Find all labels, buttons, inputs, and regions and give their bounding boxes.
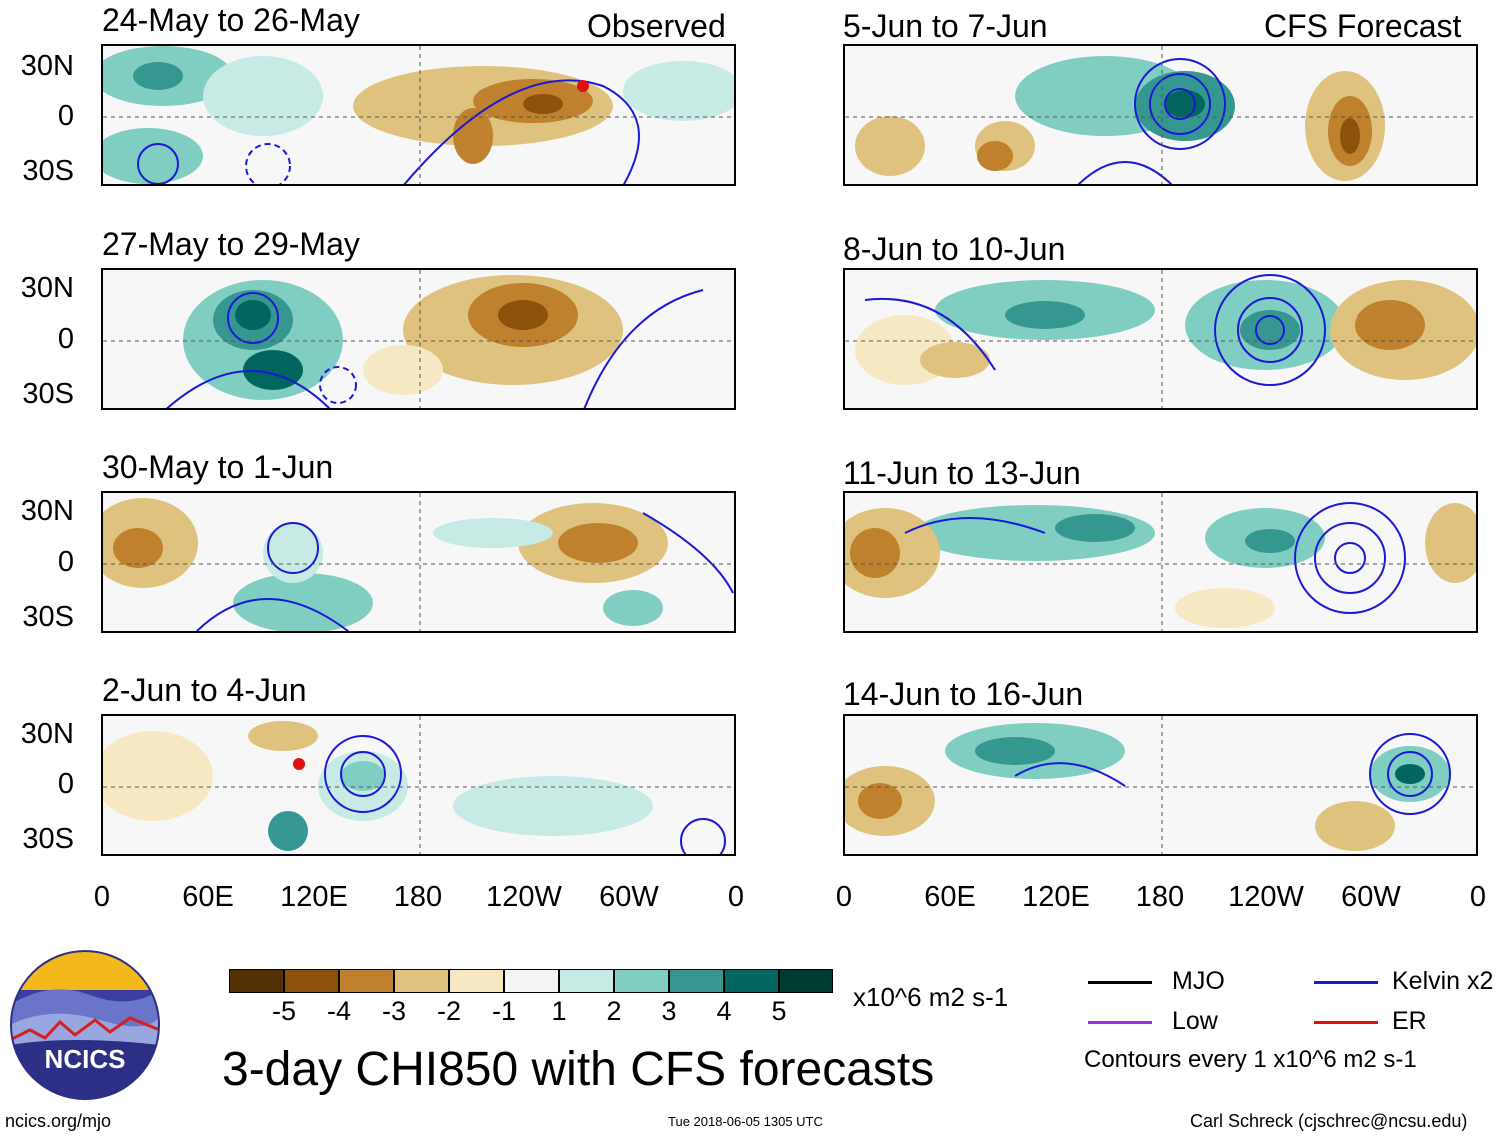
lon-label: 0 [727, 881, 745, 913]
colorbar-swatch [504, 969, 559, 993]
colorbar-tick: -2 [436, 996, 461, 1026]
map-panel-5 [843, 44, 1478, 186]
colorbar-tick: 5 [771, 996, 787, 1026]
colorbar-tick: 4 [716, 996, 732, 1026]
lat-label: 30N [20, 718, 74, 750]
colorbar-tick: -3 [381, 996, 406, 1026]
colorbar-swatch [339, 969, 394, 993]
lon-label: 0 [1469, 881, 1487, 913]
lat-label: 30N [20, 272, 74, 304]
lat-label: 30N [20, 50, 74, 82]
panel-title-5: 5-Jun to 7-Jun [843, 8, 1048, 44]
colorbar-swatch [229, 969, 284, 993]
map-svg-5 [845, 46, 1476, 184]
map-panel-6 [843, 268, 1478, 410]
panel-title-8: 14-Jun to 16-Jun [843, 676, 1084, 712]
colorbar-swatch [779, 969, 833, 993]
footer-timestamp: Tue 2018-06-05 1305 UTC [668, 1114, 823, 1129]
lon-label: 120E [1022, 881, 1090, 913]
lat-label: 0 [57, 546, 74, 578]
lon-label: 60W [599, 881, 659, 913]
map-panel-4 [101, 714, 736, 856]
lon-label: 0 [835, 881, 853, 913]
lon-label: 180 [1135, 881, 1185, 913]
colorbar-swatch [559, 969, 614, 993]
legend-label-mjo: MJO [1172, 967, 1225, 995]
lon-label: 180 [393, 881, 443, 913]
colorbar-swatch [724, 969, 779, 993]
colorbar-swatch [669, 969, 724, 993]
lon-label: 60E [924, 881, 976, 913]
lon-label: 60E [182, 881, 234, 913]
map-panel-7 [843, 491, 1478, 633]
panel-title-1: 24-May to 26-May [102, 2, 360, 38]
legend-label-kelvin: Kelvin x2 [1392, 967, 1494, 995]
colorbar-tick: -5 [271, 996, 296, 1026]
observed-label: Observed [587, 8, 726, 44]
lat-label: 30N [20, 495, 74, 527]
colorbar-tick: 2 [606, 996, 622, 1026]
lon-label: 60W [1341, 881, 1401, 913]
map-svg-6 [845, 270, 1476, 408]
lon-label: 0 [93, 881, 111, 913]
ncics-logo-svg: NCICS [10, 950, 160, 1100]
map-svg-3 [103, 493, 734, 631]
lat-label: 30S [22, 601, 74, 633]
legend-label-low: Low [1172, 1007, 1218, 1035]
legend-label-er: ER [1392, 1007, 1427, 1035]
map-panel-1 [101, 44, 736, 186]
lon-label: 120E [280, 881, 348, 913]
lat-label: 0 [57, 100, 74, 132]
lon-label: 120W [486, 881, 562, 913]
panel-title-6: 8-Jun to 10-Jun [843, 231, 1066, 267]
map-panel-8 [843, 714, 1478, 856]
ncics-logo: NCICS [10, 950, 160, 1100]
lat-label: 30S [22, 823, 74, 855]
forecast-label: CFS Forecast [1264, 8, 1462, 44]
map-svg-4 [103, 716, 734, 854]
lon-label: 120W [1228, 881, 1304, 913]
colorbar-swatch [449, 969, 504, 993]
colorbar-tick: -1 [491, 996, 516, 1026]
colorbar-units: x10^6 m2 s-1 [853, 982, 1009, 1012]
panel-title-7: 11-Jun to 13-Jun [843, 455, 1081, 491]
map-svg-7 [845, 493, 1476, 631]
contour-note: Contours every 1 x10^6 m2 s-1 [1084, 1046, 1417, 1073]
lat-label: 30S [22, 378, 74, 410]
map-panel-2 [101, 268, 736, 410]
colorbar-tick: 3 [661, 996, 677, 1026]
map-svg-1 [103, 46, 734, 184]
map-panel-3 [101, 491, 736, 633]
main-title: 3-day CHI850 with CFS forecasts [222, 1043, 935, 1096]
map-svg-2 [103, 270, 734, 408]
colorbar-swatch [614, 969, 669, 993]
footer-author: Carl Schreck (cjschrec@ncsu.edu) [1190, 1111, 1468, 1131]
legend-line-kelvin [1314, 981, 1378, 984]
footer-url[interactable]: ncics.org/mjo [5, 1111, 112, 1131]
legend-line-er [1314, 1021, 1378, 1024]
panel-title-4: 2-Jun to 4-Jun [102, 672, 307, 708]
lat-label: 0 [57, 323, 74, 355]
panel-title-2: 27-May to 29-May [102, 226, 360, 262]
lat-label: 0 [57, 768, 74, 800]
lat-label: 30S [22, 155, 74, 187]
colorbar-swatch [394, 969, 449, 993]
colorbar-tick: -4 [326, 996, 351, 1026]
colorbar-tick: 1 [551, 996, 567, 1026]
legend-line-mjo [1088, 981, 1152, 984]
colorbar-swatch [284, 969, 339, 993]
legend-line-low [1088, 1021, 1152, 1024]
logo-text: NCICS [45, 1044, 126, 1074]
panel-title-3: 30-May to 1-Jun [102, 449, 334, 485]
map-svg-8 [845, 716, 1476, 854]
